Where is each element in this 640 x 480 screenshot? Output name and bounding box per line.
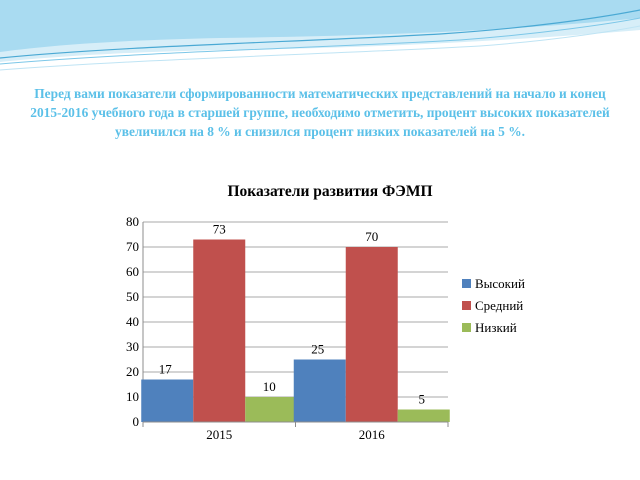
y-tick-label: 30 [126,339,139,354]
bar-2015-Средний [193,239,246,422]
header-wave-decoration [0,0,640,71]
chart-title: Показатели развития ФЭМП [227,183,432,200]
bar-2016-Низкий [397,409,450,422]
legend-label: Высокий [475,276,525,291]
legend-swatch [462,279,471,288]
data-label: 25 [311,342,324,357]
data-label: 17 [159,362,173,377]
y-tick-label: 0 [133,414,140,429]
legend-label: Низкий [475,320,517,335]
data-labels: 17 73 10 25 70 5 [159,222,425,407]
wave-band-mid [0,0,640,52]
data-label: 5 [419,392,426,407]
bar-2016-Средний [345,247,398,422]
wave-line-3 [0,25,640,71]
data-label: 73 [213,222,226,237]
wave-line-1 [0,9,640,59]
chart-bars [141,239,450,422]
x-tick-label: 2016 [359,427,386,442]
y-axis: 0 10 20 30 40 50 60 70 80 [126,214,144,429]
y-tick-label: 40 [126,314,139,329]
legend-swatch [462,323,471,332]
data-label: 10 [263,379,276,394]
legend-label: Средний [475,298,523,313]
data-label: 70 [365,229,378,244]
x-axis: 2015 2016 [142,421,449,442]
bar-2015-Низкий [245,397,298,422]
bar-2016-Высокий [293,359,346,422]
y-tick-label: 10 [126,389,139,404]
chart-legend: Высокий Средний Низкий [462,276,525,335]
y-tick-label: 80 [126,214,139,229]
bar-2015-Высокий [141,379,194,422]
x-tick-label: 2015 [206,427,232,442]
y-tick-label: 60 [126,264,139,279]
page-heading: Перед вами показатели сформированности м… [30,86,610,139]
y-tick-label: 20 [126,364,139,379]
wave-line-2 [0,17,640,65]
y-tick-label: 70 [126,239,139,254]
y-tick-label: 50 [126,289,139,304]
legend-swatch [462,301,471,310]
